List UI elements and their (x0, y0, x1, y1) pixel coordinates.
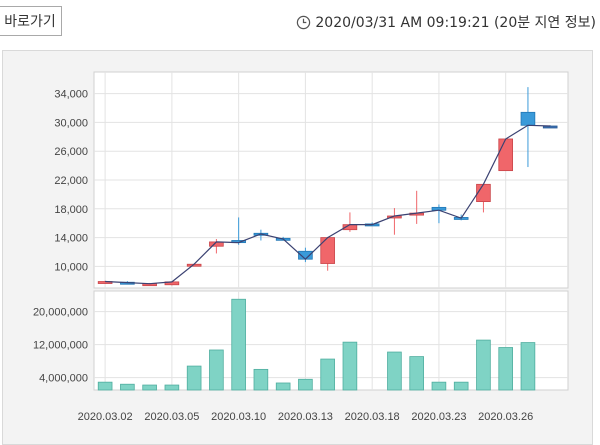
volume-bar (186, 365, 202, 391)
x-tick-label: 2020.03.02 (78, 411, 133, 423)
price-tick-label: 22,000 (54, 175, 88, 187)
volume-bar (298, 378, 313, 391)
candle-body (498, 138, 513, 172)
volume-bar (97, 381, 113, 391)
volume-tick-label: 20,000,000 (33, 307, 88, 319)
timestamp-text: 2020/03/31 AM 09:19:21 (20분 지연 정보) (315, 15, 596, 31)
volume-bar (142, 384, 157, 391)
price-tick-label: 34,000 (54, 89, 88, 101)
price-tick-label: 30,000 (54, 117, 88, 129)
volume-bar (320, 358, 335, 391)
volume-bar (387, 351, 402, 391)
candle-body (476, 183, 491, 203)
volume-bar (253, 368, 269, 391)
close-price-line (105, 124, 551, 285)
timestamp: 2020/03/31 AM 09:19:21 (20분 지연 정보) (296, 12, 596, 32)
volume-bar (453, 381, 469, 391)
x-tick-label: 2020.03.13 (278, 411, 333, 423)
x-tick-label: 2020.03.26 (478, 411, 533, 423)
volume-bar (409, 356, 424, 391)
volume-bar (209, 349, 224, 391)
x-tick-label: 2020.03.18 (345, 411, 400, 423)
volume-bar (120, 383, 135, 391)
price-tick-label: 18,000 (54, 204, 88, 216)
x-tick-label: 2020.03.23 (411, 411, 466, 423)
volume-bar (275, 382, 291, 391)
volume-bar (231, 298, 246, 391)
x-tick-label: 2020.03.05 (144, 411, 199, 423)
clock-icon (297, 15, 311, 29)
candle-body (520, 111, 536, 126)
price-tick-label: 10,000 (54, 261, 88, 273)
price-tick-label: 14,000 (54, 233, 88, 245)
volume-bar (520, 342, 536, 391)
shortcut-button[interactable]: 바로가기 (0, 6, 62, 36)
price-tick-label: 26,000 (54, 146, 88, 158)
volume-tick-label: 12,000,000 (33, 340, 88, 352)
volume-bar (342, 341, 358, 391)
volume-bar (431, 381, 447, 391)
x-tick-label: 2020.03.10 (211, 411, 266, 423)
volume-bar (164, 384, 180, 391)
volume-bar (498, 347, 513, 391)
volume-bar (476, 339, 491, 391)
volume-tick-label: 4,000,000 (39, 373, 88, 385)
